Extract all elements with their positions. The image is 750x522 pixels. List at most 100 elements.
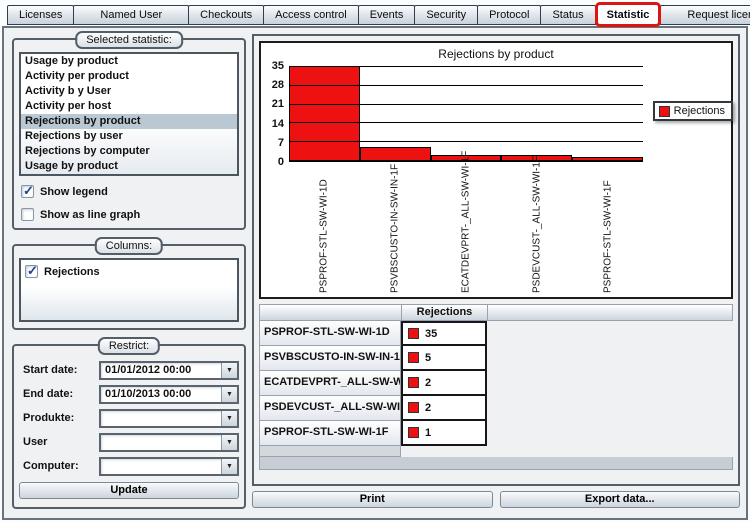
y-tick-label: 7 (277, 136, 284, 149)
value-swatch-icon (408, 328, 419, 339)
restrict-group: Restrict: Start date: 01/01/2012 00:00 End… (12, 337, 246, 509)
tab-access-control[interactable]: Access control (263, 5, 359, 25)
restrict-fields: Start date: 01/01/2012 00:00 End date: 01/1… (19, 358, 239, 478)
tab-status[interactable]: Status (540, 5, 596, 25)
dropdown-arrow-icon[interactable] (221, 386, 237, 402)
product-column-header (260, 305, 402, 320)
tab-protocol[interactable]: Protocol (477, 5, 542, 25)
column-checkbox-rejections[interactable]: Rejections (25, 263, 233, 279)
table-row-ecatdevprt-all-sw-wi-1f[interactable]: ECATDEVPRT-_ALL-SW-WI-1F 2 (259, 371, 733, 396)
user-combo[interactable] (99, 432, 239, 452)
y-axis-labels: 0 7 14 21 28 35 (263, 60, 286, 168)
value-cell: 2 (401, 371, 487, 396)
checkbox-label: Show legend (40, 185, 108, 198)
table-row-psvbscusto-in-sw-in-1f[interactable]: PSVBSCUSTO-IN-SW-IN-1F 5 (259, 346, 733, 371)
dropdown-arrow-icon[interactable] (221, 434, 237, 450)
end-date-label: End date: (23, 388, 74, 400)
computer-label: Computer: (23, 460, 79, 472)
checkbox-icon (25, 263, 38, 279)
table-empty-cell (259, 446, 401, 457)
bar-psvbscusto-in-sw-in-1f (359, 146, 431, 160)
rejections-table: Rejections PSPROF-STL-SW-WI-1D 35 PSVBSCUS… (259, 304, 733, 470)
statistic-option-activity-b-y-user[interactable]: Activity b y User (25, 85, 112, 97)
end-date-combo[interactable]: 01/10/2013 00:00 (99, 384, 239, 404)
value-cell: 35 (401, 321, 487, 346)
tab-statistic[interactable]: Statistic (594, 2, 662, 27)
value-number: 1 (425, 426, 432, 439)
restrict-row-computer: Computer: (19, 454, 239, 478)
tab-named-user[interactable]: Named User (73, 5, 190, 25)
bar-series (289, 66, 643, 160)
value-swatch-icon (408, 352, 419, 363)
restrict-row-end-date: End date: 01/10/2013 00:00 (19, 382, 239, 406)
x-tick-label: ECATDEVPRT-_ALL-SW-WI-1F (460, 150, 472, 293)
columns-group: Columns: Rejections (12, 237, 246, 330)
gridline (289, 141, 643, 143)
y-tick-label: 35 (271, 60, 284, 72)
statistic-panel: Rejections by product 0 7 14 21 28 35 PSPROF-… (250, 28, 746, 518)
start-date-value: 01/01/2012 00:00 (105, 364, 192, 376)
legend-swatch-icon (658, 105, 670, 117)
value-number: 2 (425, 376, 432, 389)
restrict-row-start-date: Start date: 01/01/2012 00:00 (19, 358, 239, 382)
statistic-option-usage-by-product[interactable]: Usage by product (25, 55, 118, 67)
value-number: 35 (425, 327, 438, 340)
checkbox-icon (21, 208, 34, 221)
statistic-option-activity-per-product[interactable]: Activity per product (25, 70, 129, 82)
tab-licenses[interactable]: Licenses (7, 5, 75, 25)
statistic-option-activity-per-host[interactable]: Activity per host (25, 100, 112, 112)
table-bottom-band (259, 457, 733, 470)
tab-security[interactable]: Security (414, 5, 479, 25)
produkte-combo[interactable] (99, 408, 239, 428)
columns-group-title: Columns: (94, 237, 164, 255)
value-cell: 1 (401, 421, 487, 446)
tab-events[interactable]: Events (357, 5, 416, 25)
main-content: Selected statistic: Usage by product Acti… (2, 26, 748, 520)
restrict-row-produkte: Produkte: (19, 406, 239, 430)
tab-request-licenses-online[interactable]: Request licenses online (660, 5, 750, 25)
value-number: 2 (425, 401, 432, 414)
bar-psprof-stl-sw-wi-1f (572, 157, 643, 160)
y-tick-label: 14 (271, 117, 284, 130)
x-axis-labels: PSPROF-STL-SW-WI-1D PSVBSCUSTO-IN-SW-IN-1… (289, 150, 643, 297)
gridline (289, 122, 643, 124)
dropdown-arrow-icon[interactable] (221, 458, 237, 474)
x-tick-label: PSDEVCUST-_ALL-SW-WI-1F (531, 155, 543, 293)
product-cell: PSPROF-STL-SW-WI-1F (259, 421, 401, 446)
tab-checkouts[interactable]: Checkouts (188, 5, 265, 25)
restrict-group-title: Restrict: (97, 337, 161, 355)
bar-psprof-stl-sw-wi-1d (289, 66, 360, 160)
statistic-option-rejections-by-user[interactable]: Rejections by user (25, 130, 123, 142)
computer-combo[interactable] (99, 456, 239, 476)
statistic-option-rejections-by-computer[interactable]: Rejections by computer (25, 145, 150, 157)
bar-ecatdevprt-all-sw-wi-1f (430, 154, 502, 160)
show-legend-checkbox[interactable]: Show legend (21, 183, 237, 199)
show-line-graph-checkbox[interactable]: Show as line graph (21, 207, 237, 222)
start-date-combo[interactable]: 01/01/2012 00:00 (99, 360, 239, 380)
update-button[interactable]: Update (19, 482, 239, 499)
statistic-option-usage-by-product[interactable]: Usage by product (25, 160, 118, 172)
dropdown-arrow-icon[interactable] (221, 362, 237, 378)
statistic-option-rejections-by-product[interactable]: Rejections by product (21, 114, 237, 129)
x-tick-label: PSPROF-STL-SW-WI-1D (318, 179, 330, 293)
dropdown-arrow-icon[interactable] (221, 410, 237, 426)
chart-title: Rejections by product (438, 47, 554, 61)
plot-area (289, 66, 643, 162)
product-cell: PSPROF-STL-SW-WI-1D (259, 321, 401, 346)
value-swatch-icon (408, 427, 419, 438)
chart-legend: Rejections (652, 101, 733, 121)
gridline (289, 84, 643, 86)
table-row-psprof-stl-sw-wi-1d[interactable]: PSPROF-STL-SW-WI-1D 35 (259, 321, 733, 346)
selected-statistic-group: Selected statistic: Usage by product Acti… (12, 31, 246, 230)
table-header-row: Rejections (259, 304, 733, 321)
produkte-label: Produkte: (23, 412, 75, 424)
export-data-button[interactable]: Export data... (499, 491, 740, 508)
value-swatch-icon (408, 377, 419, 388)
print-button[interactable]: Print (252, 491, 493, 508)
table-row-psprof-stl-sw-wi-1f[interactable]: PSPROF-STL-SW-WI-1F 1 (259, 421, 733, 446)
checkbox-label: Show as line graph (40, 208, 141, 221)
table-row-psdevcust-all-sw-wi-1f[interactable]: PSDEVCUST-_ALL-SW-WI-1F 2 (259, 396, 733, 421)
user-label: User (23, 436, 48, 448)
x-tick-label: PSPROF-STL-SW-WI-1F (602, 180, 614, 293)
